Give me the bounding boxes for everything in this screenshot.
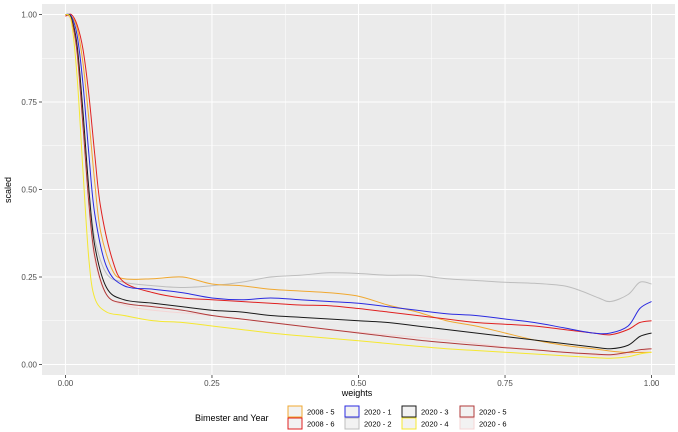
legend-key-2020-4 bbox=[401, 417, 417, 430]
legend-title: Bimester and Year bbox=[195, 413, 269, 423]
series-line-2020-4 bbox=[65, 13, 652, 359]
series-line-2008-6 bbox=[65, 13, 652, 336]
legend-label-2020-6: 2020 - 6 bbox=[479, 420, 507, 429]
series-line-2020-5 bbox=[65, 14, 652, 356]
y-tick-label: 0.00 bbox=[21, 361, 37, 370]
grid-lines bbox=[42, 4, 675, 375]
legend-key-2008-5 bbox=[287, 405, 303, 418]
legend-key-2020-6 bbox=[459, 417, 475, 430]
x-tick-label: 0.50 bbox=[351, 379, 367, 388]
y-tick-label: 1.00 bbox=[21, 11, 37, 20]
y-axis-title: scaled bbox=[3, 177, 13, 203]
x-tick-label: 0.00 bbox=[58, 379, 74, 388]
x-axis-title: weights bbox=[341, 388, 373, 398]
legend-key-2020-2 bbox=[344, 417, 360, 430]
series-line-2020-1 bbox=[65, 13, 652, 335]
series-line-2020-3 bbox=[65, 13, 652, 350]
y-tick-label: 0.75 bbox=[21, 98, 37, 107]
x-tick-label: 0.75 bbox=[497, 379, 513, 388]
legend-label-2020-4: 2020 - 4 bbox=[421, 420, 449, 429]
x-tick-label: 0.25 bbox=[204, 379, 220, 388]
y-tick-label: 0.50 bbox=[21, 186, 37, 195]
legend-label-2020-3: 2020 - 3 bbox=[421, 408, 449, 417]
series-lines bbox=[65, 13, 652, 359]
legend-label-2020-2: 2020 - 2 bbox=[364, 420, 392, 429]
legend: Bimester and Year 2008 - 5 2008 - 6 2020 -… bbox=[195, 405, 507, 430]
legend-label-2020-1: 2020 - 1 bbox=[364, 408, 392, 417]
axes: 0.00 0.25 0.50 0.75 1.00 0.00 0.25 0.50 0.75 1.00 bbox=[21, 11, 659, 389]
x-tick-label: 1.00 bbox=[644, 379, 660, 388]
series-line-2008-5 bbox=[65, 14, 652, 354]
legend-label-2020-5: 2020 - 5 bbox=[479, 408, 507, 417]
y-tick-label: 0.25 bbox=[21, 273, 37, 282]
legend-label-2008-6: 2008 - 6 bbox=[307, 420, 335, 429]
legend-key-2008-6 bbox=[287, 417, 303, 430]
legend-key-2020-5 bbox=[459, 405, 475, 418]
legend-key-2020-1 bbox=[344, 405, 360, 418]
legend-label-2008-5: 2008 - 5 bbox=[307, 408, 335, 417]
legend-key-2020-3 bbox=[401, 405, 417, 418]
